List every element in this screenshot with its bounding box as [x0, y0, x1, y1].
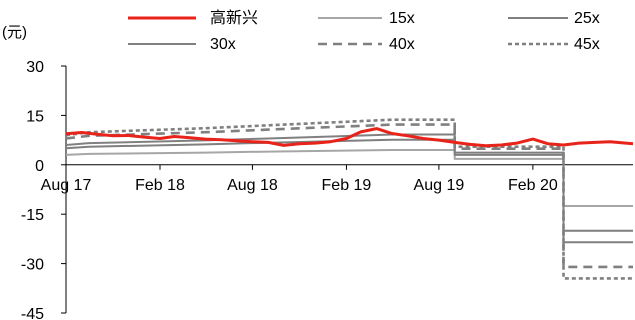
series-line-40x	[65, 123, 633, 269]
series-line-45x	[65, 118, 633, 280]
x-tick-label: Feb 19	[322, 177, 372, 194]
series-layer	[65, 118, 634, 280]
y-tick-label: -15	[21, 207, 44, 224]
legend-label: 30x	[210, 36, 236, 53]
legend-item: 高新兴	[128, 9, 258, 27]
x-tick-label: Feb 20	[508, 177, 558, 194]
legend-item: 15x	[318, 10, 415, 27]
legend-item: 25x	[508, 10, 600, 27]
x-tick-label: Aug 18	[227, 177, 278, 194]
y-tick-label: 15	[26, 108, 44, 125]
y-tick-label: -45	[21, 306, 44, 320]
legend-label: 40x	[389, 36, 415, 53]
legend: 高新兴 15x 25x 30x 40x 45x	[128, 9, 600, 53]
legend-label: 15x	[389, 10, 415, 27]
y-tick-label: 0	[35, 158, 44, 175]
x-axis: Aug 17 Feb 18 Aug 18 Feb 19 Aug 19 Feb 20	[41, 164, 633, 194]
legend-item: 40x	[318, 36, 415, 53]
y-tick-label: 30	[26, 59, 44, 76]
legend-label: 25x	[574, 10, 600, 27]
y-axis: 30 15 0 -15 -30 -45	[21, 59, 67, 320]
legend-item: 45x	[508, 36, 600, 53]
legend-item: 30x	[128, 36, 236, 53]
x-tick-label: Feb 18	[135, 177, 185, 194]
x-tick-label: Aug 17	[41, 177, 92, 194]
legend-label: 高新兴	[210, 9, 258, 27]
legend-label: 45x	[574, 36, 600, 53]
unit-label: (元)	[2, 24, 27, 41]
series-line-高新兴	[65, 127, 634, 148]
x-tick-label: Aug 19	[414, 177, 465, 194]
y-tick-label: -30	[21, 257, 44, 274]
